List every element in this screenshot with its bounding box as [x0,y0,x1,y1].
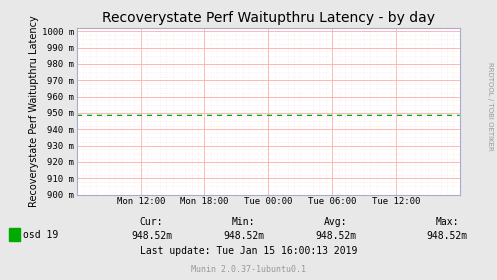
Text: Avg:: Avg: [324,217,347,227]
Bar [9,228,20,241]
Text: 948.52m: 948.52m [131,231,172,241]
Text: 948.52m: 948.52m [223,231,264,241]
Text: Min:: Min: [232,217,255,227]
Text: Max:: Max: [435,217,459,227]
Text: osd 19: osd 19 [23,230,59,240]
Text: Munin 2.0.37-1ubuntu0.1: Munin 2.0.37-1ubuntu0.1 [191,265,306,274]
Text: 948.52m: 948.52m [427,231,468,241]
Text: Last update: Tue Jan 15 16:00:13 2019: Last update: Tue Jan 15 16:00:13 2019 [140,246,357,256]
Title: Recoverystate Perf Waitupthru Latency - by day: Recoverystate Perf Waitupthru Latency - … [102,11,435,25]
Text: Cur:: Cur: [140,217,164,227]
Text: RRDTOOL / TOBI OETIKER: RRDTOOL / TOBI OETIKER [487,62,493,151]
Text: 948.52m: 948.52m [315,231,356,241]
Y-axis label: Recoverystate Perf Waitupthru Latency: Recoverystate Perf Waitupthru Latency [29,15,39,207]
